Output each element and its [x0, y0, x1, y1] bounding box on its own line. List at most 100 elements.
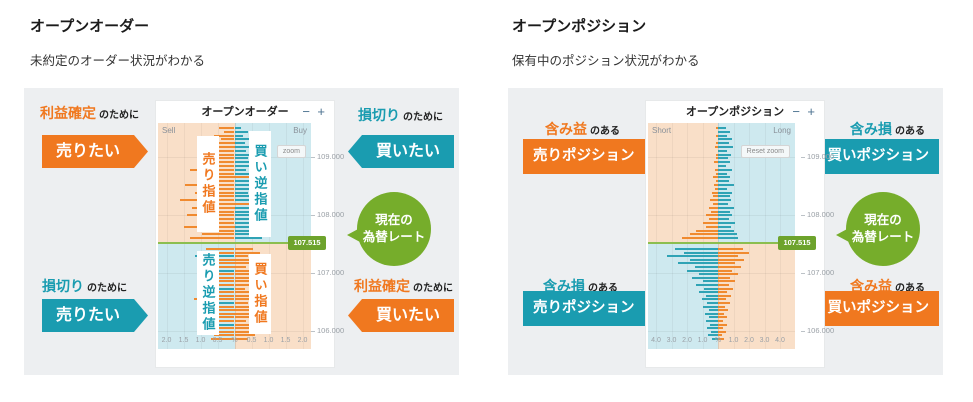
- percent-tick-label: 0.5: [212, 337, 223, 344]
- right-side-bar: [234, 210, 254, 213]
- gridline-vertical: [733, 123, 735, 349]
- left-side-bar: [202, 233, 235, 236]
- right-side-bar: [234, 214, 260, 217]
- chart-title: オープンオーダー: [201, 106, 289, 118]
- right-side-bar: [234, 229, 259, 232]
- zoom-in-button[interactable]: +: [807, 104, 815, 119]
- right-side-bar: [234, 298, 259, 301]
- left-side-bar: [691, 276, 718, 279]
- left-side-bar: [214, 334, 235, 337]
- right-side-bar: [234, 237, 262, 240]
- right-side-bar: [718, 168, 732, 171]
- left-side-bar: [706, 320, 718, 322]
- price-label: 106.000: [317, 325, 345, 335]
- left-side-bar: [715, 180, 718, 183]
- right-side-bar: [234, 291, 262, 294]
- price-label: 108.000: [807, 209, 835, 219]
- left-side-bar: [219, 127, 235, 129]
- left-side-bar: [709, 316, 718, 319]
- left-side-bar: [209, 312, 235, 315]
- open-orders-plot[interactable]: Sell Buy zoom 売り指値 買い逆指値 売り逆指値 買い指値 2.0 1…: [158, 123, 311, 349]
- left-side-bar: [214, 302, 235, 304]
- right-side-bar: [718, 195, 730, 198]
- left-side-bar: [708, 309, 718, 312]
- left-side-bar: [210, 172, 235, 175]
- reset-zoom-button[interactable]: zoom: [276, 145, 306, 158]
- left-side-bar: [217, 262, 235, 265]
- right-side-bar: [234, 149, 247, 152]
- reset-zoom-button[interactable]: Reset zoom: [740, 145, 790, 158]
- badge-long-position-loss: 買いポジション: [817, 139, 939, 174]
- left-side-bar: [210, 284, 235, 286]
- badge-short-position-loss: 売りポジション: [523, 291, 645, 326]
- left-side-bar: [708, 206, 718, 209]
- right-side-bar: [234, 130, 249, 133]
- left-side-bar: [215, 153, 235, 156]
- left-side-bar: [704, 287, 718, 290]
- callout-unrealized-loss-short: 含み損 のある: [543, 278, 618, 294]
- right-side-bar: [718, 298, 726, 301]
- price-tick: [801, 272, 805, 274]
- zoom-out-button[interactable]: −: [792, 104, 800, 119]
- right-side-bar: [234, 334, 255, 337]
- zoom-in-button[interactable]: +: [317, 104, 325, 119]
- left-side-bar: [215, 291, 235, 294]
- left-side-bar: [683, 251, 718, 254]
- right-side-bar: [234, 191, 249, 194]
- right-side-bar: [718, 266, 742, 268]
- right-side-bar: [718, 161, 730, 164]
- right-side-bar: [718, 323, 727, 326]
- percent-tick-label: 3.0: [666, 337, 677, 344]
- left-side-bar: [677, 262, 718, 265]
- right-side-bar: [234, 287, 245, 290]
- right-side-bar: [718, 184, 734, 186]
- left-side-bar: [716, 157, 718, 160]
- left-side-bar: [705, 294, 718, 297]
- callout-take-profit-buy: 利益確定 のために: [354, 278, 453, 294]
- right-side-bar: [718, 327, 723, 330]
- right-side-bar: [234, 168, 247, 171]
- callout-unrealized-gain-short: 含み益 のある: [545, 121, 620, 137]
- left-side-bar: [674, 248, 718, 250]
- label-sell-limit: 売り指値: [197, 136, 219, 232]
- left-side-bar: [219, 276, 235, 279]
- right-side-bar: [234, 161, 260, 164]
- current-rate-bubble: 現在の 為替レート: [347, 192, 431, 266]
- right-side-bar: [718, 127, 726, 129]
- open-positions-plot[interactable]: Short Long Reset zoom 4.0 3.0 2.0 1.0% 1.0 2.…: [648, 123, 795, 349]
- gridline-vertical: [749, 123, 750, 349]
- left-side-bar: [710, 323, 718, 326]
- left-side-bar: [714, 161, 718, 164]
- arrow-sell-take-profit: 売りたい: [42, 135, 148, 168]
- label-buy-limit: 買い指値: [249, 254, 271, 334]
- right-side-bar: [234, 327, 259, 330]
- left-side-bar: [217, 309, 235, 312]
- left-side-bar: [712, 203, 718, 205]
- left-side-bar: [713, 195, 718, 198]
- sell-side-label: Sell: [162, 126, 176, 135]
- right-side-bar: [718, 138, 732, 141]
- open-orders-chart: オープンオーダー − + Sell Buy zoom 売り指値 買い逆指値 売り…: [155, 100, 344, 368]
- right-side-bar: [718, 229, 734, 232]
- right-side-bar: [718, 180, 729, 183]
- right-side-bar: [718, 176, 731, 179]
- left-side-bar: [203, 305, 235, 308]
- percent-tick-label: 3.0: [759, 337, 770, 344]
- right-side-bar: [718, 330, 726, 333]
- right-side-bar: [718, 280, 736, 283]
- right-side-bar: [718, 153, 732, 156]
- left-side-bar: [214, 134, 235, 137]
- price-label: 106.000: [807, 325, 835, 335]
- callout-unrealized-loss-long: 含み損 のある: [850, 121, 925, 137]
- open-orders-card: 利益確定 のために 売りたい 損切り のために 売りたい 損切り のために 買いたい …: [24, 88, 459, 375]
- left-side-bar: [711, 210, 718, 213]
- percent-tick-label: 2.0: [161, 337, 172, 344]
- price-tick: [801, 156, 805, 158]
- left-side-bar: [207, 294, 235, 297]
- zoom-out-button[interactable]: −: [302, 104, 310, 119]
- right-side-bar: [718, 338, 725, 340]
- right-side-bar: [718, 214, 732, 217]
- right-side-bar: [234, 330, 252, 333]
- right-side-bar: [718, 276, 731, 279]
- right-side-bar: [234, 305, 255, 308]
